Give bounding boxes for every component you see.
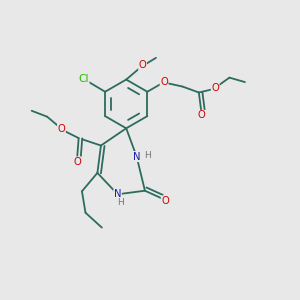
Text: H: H — [145, 152, 152, 160]
Text: N: N — [133, 152, 140, 161]
Text: O: O — [161, 196, 169, 206]
Text: O: O — [74, 157, 81, 167]
Text: O: O — [198, 110, 206, 120]
Text: H: H — [117, 198, 124, 207]
Text: O: O — [139, 60, 146, 70]
Text: O: O — [58, 124, 65, 134]
Text: N: N — [114, 189, 122, 199]
Text: O: O — [211, 83, 219, 93]
Text: Cl: Cl — [79, 74, 89, 84]
Text: O: O — [160, 77, 168, 87]
